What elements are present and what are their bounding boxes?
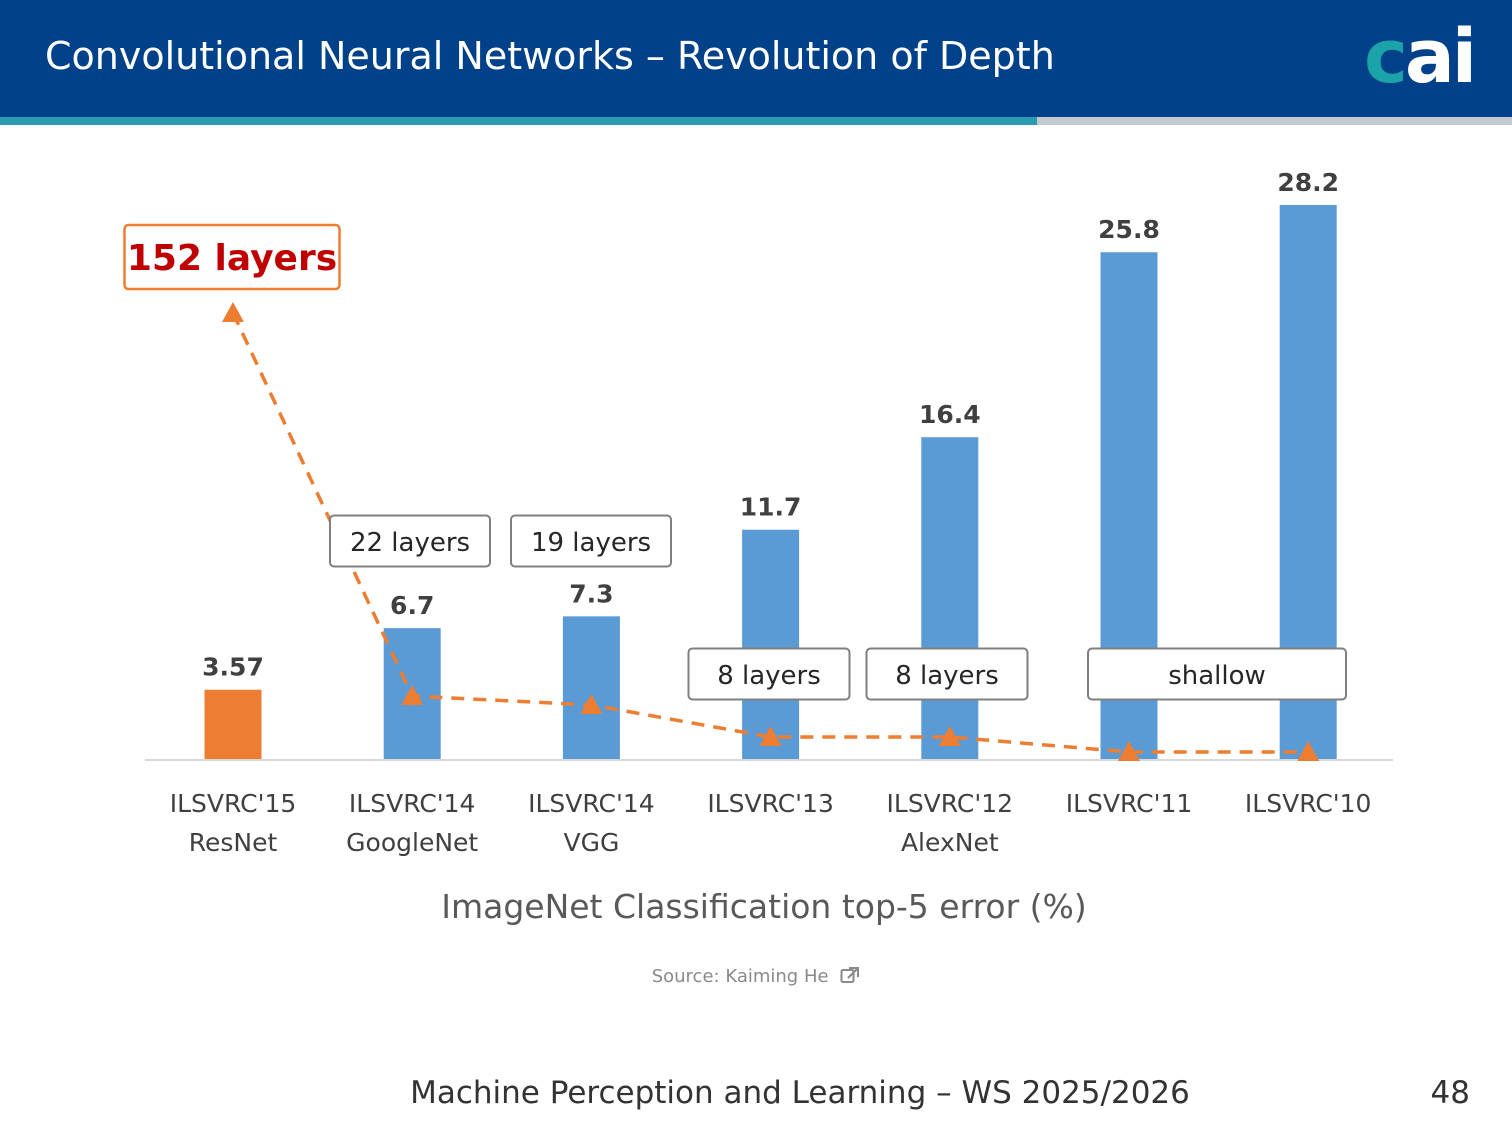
depth-callouts-group: 152 layers 22 layers 19 layers 8 layers 8 la…: [123, 223, 1347, 701]
source-line: Source: Kaiming He: [0, 966, 1512, 989]
depth-callout-box: [865, 647, 1029, 701]
tick-label: ILSVRC'15: [170, 789, 297, 818]
source-label: Source:: [651, 966, 720, 987]
tick-label: ResNet: [189, 828, 278, 857]
tick-label: ILSVRC'12: [887, 789, 1014, 818]
tick-label: ILSVRC'11: [1066, 789, 1193, 818]
tick-label: AlexNet: [901, 828, 999, 857]
value-label: 3.57: [202, 653, 264, 682]
error-depth-chart: 152 layers 22 layers 19 layers 8 layers 8 la…: [123, 168, 1393, 926]
external-link-icon[interactable]: [840, 966, 860, 989]
depth-marker: [759, 726, 782, 746]
depth-marker: [401, 685, 424, 705]
bar: [204, 689, 262, 760]
source-link[interactable]: Kaiming He: [725, 966, 829, 987]
depth-callout-label: 22 layers: [350, 528, 470, 558]
depth-callout-label: 8 layers: [895, 661, 999, 691]
value-label: 16.4: [919, 400, 981, 429]
depth-callout-label: shallow: [1168, 661, 1266, 691]
depth-marker: [222, 302, 244, 322]
page-number: 48: [1430, 1075, 1470, 1111]
value-label: 28.2: [1277, 168, 1339, 197]
tick-label: ILSVRC'14: [528, 789, 655, 818]
tick-label: ILSVRC'10: [1245, 789, 1372, 818]
logo-c: c: [1364, 14, 1408, 100]
depth-callout-box: [687, 647, 851, 701]
depth-callout-label: 19 layers: [531, 528, 651, 558]
tick-label: ILSVRC'13: [707, 789, 834, 818]
logo-ai: ai: [1404, 14, 1477, 100]
value-label: 6.7: [390, 591, 434, 620]
depth-marker: [1297, 741, 1320, 761]
depth-callout-label: 8 layers: [717, 661, 821, 691]
labels-group: 3.57 6.7 7.3 11.7 16.4 25.8 28.2 ILSVRC'15 ResNe…: [170, 168, 1372, 926]
depth-callout-box: [123, 223, 341, 291]
depth-callout-box: [329, 514, 491, 568]
chart-title: ImageNet Classification top-5 error (%): [441, 887, 1087, 926]
bar: [742, 529, 800, 760]
bar: [921, 437, 979, 760]
slide-title: Convolutional Neural Networks – Revoluti…: [45, 34, 1055, 78]
value-label: 11.7: [740, 493, 802, 522]
depth-callout-label: 152 layers: [127, 238, 337, 279]
tick-label: ILSVRC'14: [349, 789, 476, 818]
depth-callout-box: [510, 514, 672, 568]
depth-trend-group: [222, 302, 1320, 761]
header-accent-teal: [0, 117, 1037, 125]
footer-course: Machine Perception and Learning – WS 202…: [410, 1075, 1190, 1111]
value-label: 25.8: [1098, 215, 1160, 244]
bars-group: [145, 205, 1393, 761]
depth-marker: [1118, 741, 1140, 761]
tick-label: VGG: [563, 828, 619, 857]
cai-logo: cai: [1364, 20, 1477, 94]
value-label: 7.3: [569, 579, 613, 608]
header-accent-gray: [1037, 117, 1512, 125]
depth-marker: [938, 726, 961, 746]
depth-callout-box: [1087, 647, 1347, 701]
depth-marker: [580, 694, 603, 714]
tick-label: GoogleNet: [346, 828, 478, 857]
slide-header: Convolutional Neural Networks – Revoluti…: [0, 0, 1512, 117]
bar: [562, 616, 620, 760]
